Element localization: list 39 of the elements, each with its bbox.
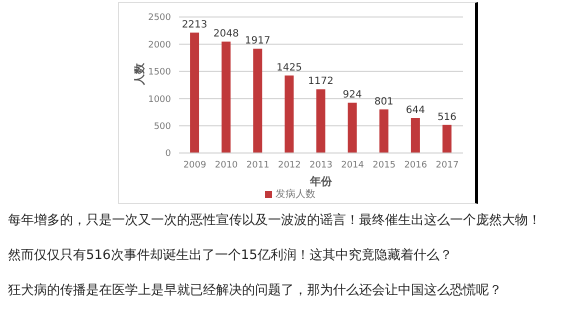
data-label: 801	[374, 96, 394, 108]
x-axis-title: 年份	[309, 175, 333, 188]
x-tick-label: 2015	[372, 160, 396, 170]
x-tick-label: 2016	[404, 160, 428, 170]
legend-label: 发病人数	[276, 189, 316, 200]
bar	[253, 48, 262, 153]
bar	[316, 89, 326, 153]
bar	[284, 75, 294, 153]
y-tick-label: 1000	[148, 94, 172, 105]
bar	[190, 32, 200, 153]
data-label: 644	[406, 104, 425, 116]
text: 每年增多的，只是一次又一次的恶性宣传以及一波波的谣言！最终催生出这么一个庞然大物！	[8, 212, 542, 230]
data-label: 1172	[308, 76, 334, 88]
y-tick-label: 1500	[148, 68, 172, 78]
bar	[442, 124, 452, 153]
x-tick-label: 2013	[310, 160, 332, 170]
y-tick-label: 500	[154, 122, 172, 132]
data-label: 1425	[276, 62, 302, 74]
x-tick-label: 2012	[278, 160, 301, 170]
data-label: 1917	[244, 36, 270, 47]
y-tick-label: 2500	[148, 13, 172, 24]
bar	[410, 118, 420, 153]
y-tick-label: 2000	[148, 40, 172, 50]
text: 然而仅仅只有516次事件却诞生出了一个15亿利润！这其中究竟隐藏着什么？	[8, 247, 454, 265]
data-label: 924	[342, 90, 362, 101]
x-tick-label: 2014	[341, 160, 364, 170]
data-label: 2213	[182, 20, 208, 31]
y-axis-title: 人数	[132, 62, 146, 86]
data-label: 2048	[213, 28, 239, 40]
text: 狂犬病的传播是在医学上是早就已经解决的问题了，那为什么还会让中国这么恐慌呢？	[8, 282, 503, 300]
data-label: 516	[437, 112, 457, 123]
bar	[379, 109, 388, 153]
x-tick-label: 2011	[246, 160, 270, 170]
x-tick-label: 2009	[183, 160, 207, 170]
x-tick-label: 2010	[214, 160, 238, 170]
x-tick-label: 2017	[436, 160, 459, 170]
y-tick-label: 0	[165, 149, 172, 160]
bar	[222, 42, 231, 153]
bar	[348, 102, 357, 153]
